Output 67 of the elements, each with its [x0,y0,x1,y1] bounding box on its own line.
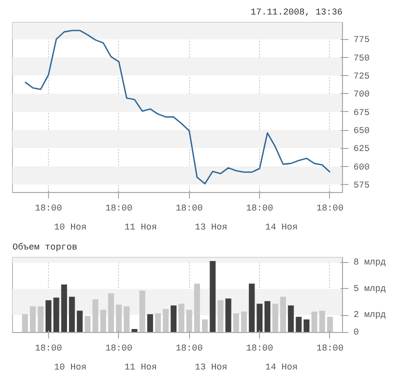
x-tick-label: 18:00 [34,204,62,214]
text: 14 Ноя [265,222,298,232]
x-tick-label: 18:00 [246,344,274,354]
y-tick-label: 650 [354,126,370,136]
bar [288,305,294,332]
bar [186,310,192,332]
bar [296,316,302,332]
bar [327,316,333,332]
bar [241,312,247,332]
y-tick-label: 5 млрд [354,284,387,294]
bar [84,316,91,332]
y-tick-label: 700 [354,90,370,100]
bar [100,310,106,332]
bar [76,310,83,332]
bar [272,304,278,332]
bar [304,319,310,332]
text: 10 Ноя [54,362,87,372]
bar [210,260,216,332]
y-tick-label: 675 [354,108,370,118]
text: 13 Ноя [194,362,228,372]
y-tick-label: 600 [354,162,370,172]
y-tick-label: 8 млрд [354,258,387,268]
y-tick-label: 750 [354,53,370,64]
bar [162,308,169,332]
bar [194,284,200,332]
bar [256,304,263,332]
bar [22,314,28,332]
line-series [24,30,331,184]
x-tick-label: 18:00 [316,204,344,214]
bar [69,296,75,332]
bar [92,299,98,332]
text: 11 Ноя [124,362,157,372]
bar [61,284,68,332]
bar [46,300,52,332]
bar [108,293,114,332]
bar [170,305,177,332]
bar [155,313,161,332]
text: 10 Ноя [54,222,87,232]
bar [248,284,255,332]
text: 11 Ноя [124,222,157,232]
bar [225,298,232,332]
chart-subtitle: 17.11.2008, 13:36 [250,8,343,18]
text: 13 Ноя [194,222,228,232]
bar [218,300,224,332]
y-tick-label: 0 [354,328,359,338]
bar [280,296,286,332]
x-tick-label: 18:00 [34,344,62,354]
bar [202,319,208,332]
x-tick-label: 18:00 [176,344,203,354]
bar [264,301,270,332]
bar [139,290,146,332]
y-tick-label: 2 млрд [354,310,387,320]
bar [147,314,154,332]
bar [178,304,184,332]
bar [233,313,240,332]
x-tick-label: 18:00 [246,204,274,214]
x-tick-label: 18:00 [176,204,203,214]
bar [53,298,60,332]
y-tick-label: 725 [354,72,370,82]
y-tick-label: 575 [354,180,370,191]
y-tick-label: 625 [354,144,370,154]
y-tick-label: 775 [354,35,370,46]
x-tick-label: 18:00 [105,204,132,214]
x-tick-label: 18:00 [316,344,344,354]
text: 14 Ноя [265,362,298,372]
x-tick-label: 18:00 [105,344,132,354]
chart-title: Объем торгов [12,242,78,252]
